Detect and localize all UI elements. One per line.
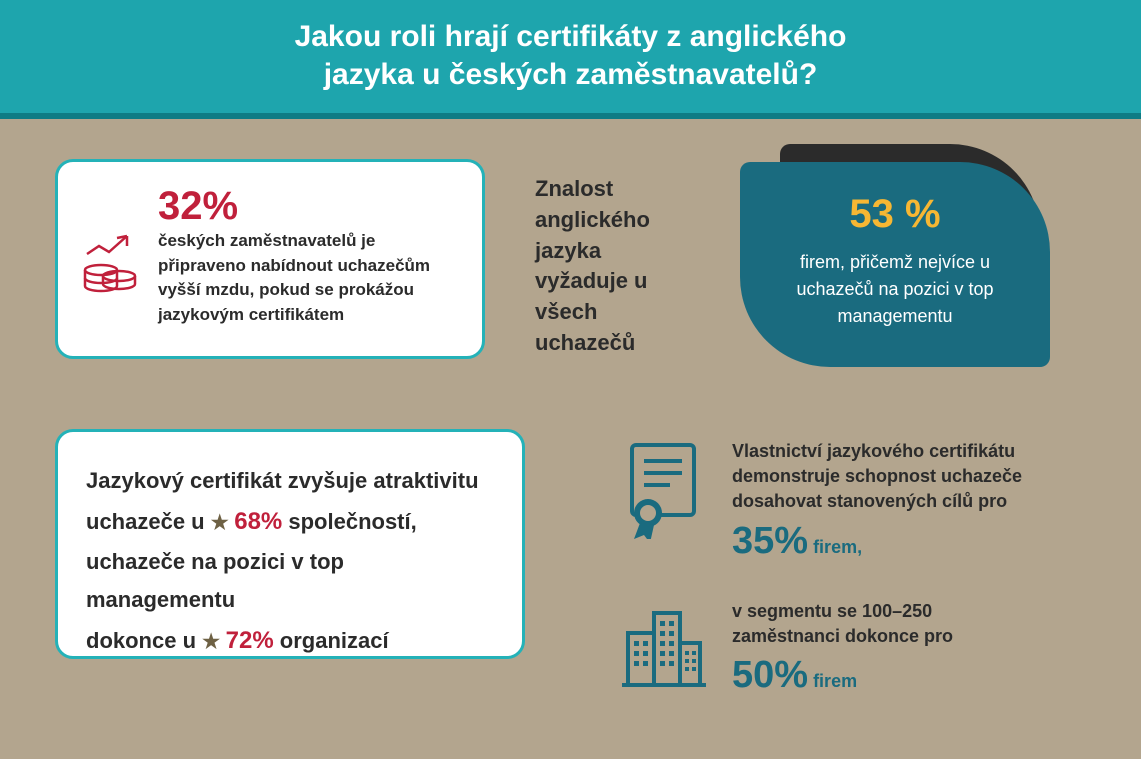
blk50-line1: v segmentu se 100–250 bbox=[732, 599, 953, 624]
stat-53-percent: 53 % bbox=[770, 192, 1020, 237]
blk35-line3: dosahovat stanovených cílů pro bbox=[732, 489, 1022, 514]
stat-32-percent: 32% bbox=[158, 184, 460, 229]
box68-pct1: 68% bbox=[234, 508, 282, 535]
blk50-suffix: firem bbox=[808, 671, 857, 691]
content-area: 32% českých zaměstnavatelů je připraveno… bbox=[0, 119, 1141, 759]
certificate-icon bbox=[615, 439, 710, 568]
box68-l4-pre: dokonce u bbox=[86, 628, 202, 653]
box68-line1: Jazykový certifikát zvyšuje atraktivitu bbox=[86, 462, 494, 501]
page-header: Jakou roli hrají certifikáty z anglickéh… bbox=[0, 0, 1141, 119]
blk50-big: 50% bbox=[732, 654, 808, 696]
middle-label: Znalost anglického jazyka vyžaduje u vše… bbox=[535, 174, 675, 359]
stat-box-32-body: 32% českých zaměstnavatelů je připraveno… bbox=[158, 184, 460, 334]
blk35-big: 35% bbox=[732, 520, 808, 562]
box68-l4-post: organizací bbox=[274, 628, 389, 653]
blk50-line3: 50% firem bbox=[732, 649, 953, 702]
box68-line3: uchazeče na pozici v top managementu bbox=[86, 543, 494, 620]
leaf-front: 53 % firem, přičemž nejvíce u uchazečů n… bbox=[740, 162, 1050, 367]
stat-box-32: 32% českých zaměstnavatelů je připraveno… bbox=[55, 159, 485, 359]
blk35-line1: Vlastnictví jazykového certifikátu bbox=[732, 439, 1022, 464]
stat-32-text: českých zaměstnavatelů je připraveno nab… bbox=[158, 229, 460, 328]
stat-block-35: Vlastnictví jazykového certifikátu demon… bbox=[615, 439, 1095, 568]
stat-53-text: firem, přičemž nejvíce u uchazečů na poz… bbox=[770, 249, 1020, 330]
box68-pct2: 72% bbox=[226, 627, 274, 654]
header-line1: Jakou roli hrají certifikáty z anglickéh… bbox=[0, 18, 1141, 56]
blk50-line2: zaměstnanci dokonce pro bbox=[732, 624, 953, 649]
star-icon: ★ bbox=[202, 631, 226, 653]
coins-arrow-icon bbox=[80, 184, 140, 334]
blk35-line4: 35% firem, bbox=[732, 515, 1022, 568]
stat-50-text: v segmentu se 100–250 zaměstnanci dokonc… bbox=[732, 599, 953, 703]
box68-line2: uchazeče u ★ 68% společností, bbox=[86, 501, 494, 543]
box68-line4: dokonce u ★ 72% organizací bbox=[86, 620, 494, 662]
stat-35-text: Vlastnictví jazykového certifikátu demon… bbox=[732, 439, 1022, 568]
blk35-suffix: firem, bbox=[808, 537, 862, 557]
blk35-line2: demonstruje schopnost uchazeče bbox=[732, 464, 1022, 489]
buildings-icon bbox=[615, 599, 710, 703]
stat-block-50: v segmentu se 100–250 zaměstnanci dokonc… bbox=[615, 599, 1095, 703]
star-icon: ★ bbox=[211, 512, 235, 534]
box68-l2-pre: uchazeče u bbox=[86, 509, 211, 534]
header-line2: jazyka u českých zaměstnavatelů? bbox=[0, 56, 1141, 94]
stat-leaf-53: 53 % firem, přičemž nejvíce u uchazečů n… bbox=[720, 144, 1090, 379]
stat-box-68-72: Jazykový certifikát zvyšuje atraktivitu … bbox=[55, 429, 525, 659]
box68-l2-post: společností, bbox=[282, 509, 416, 534]
